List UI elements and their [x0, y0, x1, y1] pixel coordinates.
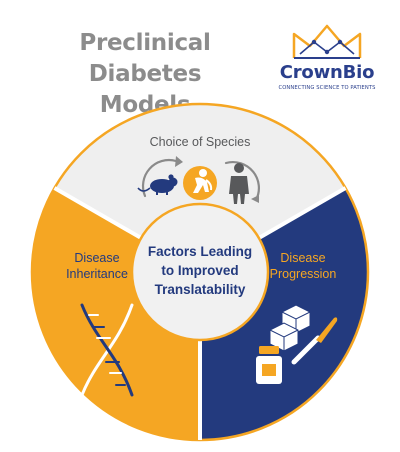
crown-icon [292, 24, 362, 59]
cycle-arrow-icon [141, 156, 260, 203]
center-line-2: to Improved [161, 263, 238, 278]
progression-line-2: Progression [270, 267, 337, 281]
logo-name: CrownBio [279, 62, 375, 83]
scalpel-icon [291, 317, 338, 365]
crownbio-logo: CrownBio CONNECTING SCIENCE TO PATIENTS [272, 20, 382, 100]
logo-tagline: CONNECTING SCIENCE TO PATIENTS [278, 85, 376, 91]
title-line-1: Preclinical [79, 30, 211, 56]
inheritance-line-1: Disease [74, 251, 119, 265]
center-line-3: Translatability [155, 282, 246, 297]
mouse-icon [137, 174, 178, 195]
inheritance-line-2: Inheritance [66, 267, 128, 281]
center-line-1: Factors Leading [148, 244, 252, 259]
dna-helix-icon [80, 303, 134, 397]
species-label: Choice of Species [150, 135, 251, 149]
human-icon [229, 163, 249, 204]
sugar-cubes-icon [269, 304, 311, 352]
progression-line-1: Disease [280, 251, 325, 265]
center-circle [130, 202, 270, 342]
medicine-bottle-icon [256, 346, 282, 384]
monkey-icon [183, 166, 217, 200]
